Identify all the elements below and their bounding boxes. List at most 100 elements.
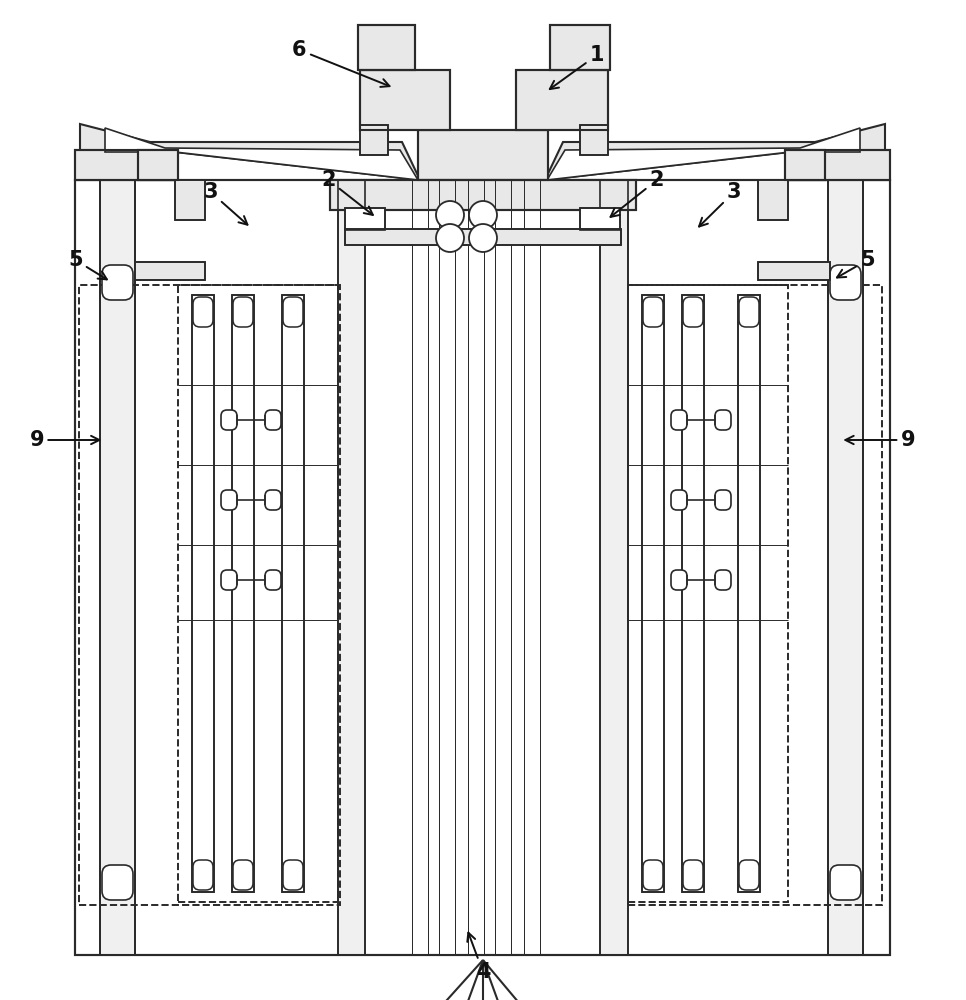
Bar: [345, 229, 621, 245]
Bar: [516, 70, 608, 130]
Circle shape: [436, 224, 464, 252]
Bar: [75, 180, 890, 955]
FancyBboxPatch shape: [102, 265, 133, 300]
Bar: [790, 150, 890, 180]
Bar: [516, 70, 608, 130]
FancyBboxPatch shape: [221, 490, 237, 510]
Bar: [785, 150, 825, 180]
FancyBboxPatch shape: [830, 265, 861, 300]
Bar: [75, 150, 175, 180]
Bar: [550, 25, 610, 70]
FancyBboxPatch shape: [283, 297, 303, 327]
Bar: [524, 180, 540, 955]
Bar: [338, 180, 365, 955]
Bar: [738, 295, 760, 892]
Bar: [580, 208, 620, 230]
FancyBboxPatch shape: [233, 297, 253, 327]
FancyBboxPatch shape: [283, 860, 303, 890]
Bar: [418, 130, 548, 180]
FancyBboxPatch shape: [715, 570, 731, 590]
Text: 5: 5: [837, 250, 875, 278]
Bar: [790, 150, 890, 180]
FancyBboxPatch shape: [671, 570, 687, 590]
Bar: [178, 285, 338, 902]
Bar: [580, 125, 608, 155]
Text: 5: 5: [68, 250, 107, 279]
Bar: [600, 180, 628, 955]
Text: 9: 9: [29, 430, 99, 450]
Polygon shape: [80, 124, 420, 180]
Bar: [412, 180, 428, 955]
FancyBboxPatch shape: [193, 860, 213, 890]
Text: 2: 2: [321, 170, 373, 215]
FancyBboxPatch shape: [683, 860, 703, 890]
FancyBboxPatch shape: [233, 860, 253, 890]
FancyBboxPatch shape: [739, 860, 759, 890]
Bar: [580, 208, 620, 230]
Bar: [232, 295, 254, 892]
FancyBboxPatch shape: [643, 297, 663, 327]
Bar: [100, 180, 135, 955]
FancyBboxPatch shape: [265, 490, 281, 510]
FancyBboxPatch shape: [715, 490, 731, 510]
Bar: [192, 295, 214, 892]
FancyBboxPatch shape: [265, 570, 281, 590]
Bar: [360, 125, 388, 155]
Circle shape: [436, 201, 464, 229]
FancyBboxPatch shape: [683, 297, 703, 327]
Text: 3: 3: [203, 182, 247, 225]
Bar: [135, 262, 205, 280]
FancyBboxPatch shape: [265, 410, 281, 430]
Bar: [828, 180, 863, 955]
FancyBboxPatch shape: [715, 410, 731, 430]
Bar: [175, 180, 205, 220]
Bar: [345, 208, 385, 230]
Circle shape: [469, 224, 497, 252]
Bar: [282, 295, 304, 892]
Bar: [682, 295, 704, 892]
Bar: [358, 25, 415, 70]
FancyBboxPatch shape: [221, 570, 237, 590]
Polygon shape: [547, 128, 860, 180]
FancyBboxPatch shape: [102, 865, 133, 900]
FancyBboxPatch shape: [830, 865, 861, 900]
Circle shape: [469, 201, 497, 229]
Bar: [785, 150, 825, 180]
Bar: [138, 150, 178, 180]
Bar: [600, 180, 628, 955]
Bar: [192, 295, 214, 892]
Text: 6: 6: [292, 40, 389, 87]
Bar: [75, 150, 175, 180]
Text: 4: 4: [468, 933, 491, 982]
Bar: [175, 180, 205, 220]
Bar: [758, 180, 788, 220]
FancyBboxPatch shape: [221, 410, 237, 430]
Bar: [828, 180, 863, 955]
Bar: [232, 295, 254, 892]
Bar: [550, 25, 610, 70]
Bar: [642, 295, 664, 892]
Text: 9: 9: [845, 430, 916, 450]
Bar: [628, 285, 882, 905]
Bar: [282, 295, 304, 892]
Bar: [345, 229, 621, 245]
Bar: [682, 295, 704, 892]
Bar: [495, 180, 511, 955]
FancyBboxPatch shape: [671, 410, 687, 430]
Bar: [738, 295, 760, 892]
Polygon shape: [105, 128, 418, 180]
Text: 2: 2: [611, 170, 665, 217]
Bar: [642, 295, 664, 892]
Bar: [79, 285, 340, 905]
Bar: [100, 180, 135, 955]
Bar: [360, 125, 388, 155]
Bar: [758, 262, 830, 280]
FancyBboxPatch shape: [643, 860, 663, 890]
Bar: [338, 180, 365, 955]
Bar: [135, 262, 205, 280]
Bar: [345, 208, 385, 230]
Bar: [330, 180, 636, 210]
Bar: [75, 180, 890, 955]
Bar: [758, 262, 830, 280]
Bar: [360, 70, 450, 130]
